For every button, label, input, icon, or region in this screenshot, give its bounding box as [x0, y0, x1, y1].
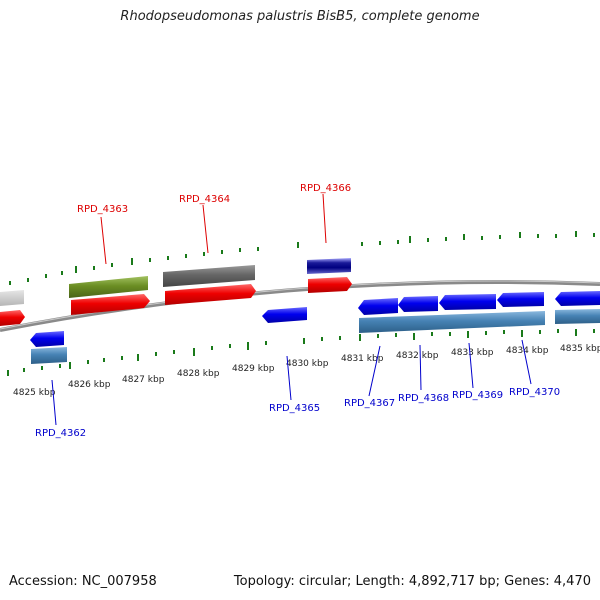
- gene-navy-rpd4366[interactable]: [307, 258, 351, 274]
- gene-light-grey[interactable]: [0, 290, 24, 306]
- cds-red-rpd4366[interactable]: [308, 277, 352, 293]
- gene-steel-rpd4362[interactable]: [31, 347, 67, 364]
- cds-blue-rpd4370[interactable]: [497, 292, 544, 307]
- inner-tick-ring: [7, 329, 595, 376]
- gene-label-rpd4365[interactable]: RPD_4365: [269, 403, 320, 414]
- kbp-label: 4827 kbp: [122, 375, 165, 385]
- genome-backbone-highlight: [0, 280, 600, 330]
- reverse-strand-features: [30, 291, 600, 364]
- kbp-scale-labels: 4825 kbp 4826 kbp 4827 kbp 4828 kbp 4829…: [13, 344, 600, 398]
- cds-blue-rpd4362[interactable]: [30, 331, 64, 347]
- gene-label-rpd4362[interactable]: RPD_4362: [35, 428, 86, 439]
- accession-info: Accession: NC_007958: [9, 574, 157, 589]
- cds-blue-right-edge[interactable]: [555, 291, 600, 306]
- kbp-label: 4831 kbp: [341, 354, 384, 364]
- genome-backbone: [0, 279, 600, 332]
- forward-strand-features: [0, 258, 352, 326]
- kbp-label: 4835 kbp: [560, 344, 600, 354]
- kbp-label: 4825 kbp: [13, 388, 56, 398]
- gene-labels: RPD_4363 RPD_4364 RPD_4366 RPD_4362 RPD_…: [35, 183, 560, 439]
- genome-stats: Topology: circular; Length: 4,892,717 bp…: [233, 574, 591, 589]
- gene-label-rpd4367[interactable]: RPD_4367: [344, 398, 395, 409]
- kbp-label: 4830 kbp: [286, 359, 329, 369]
- kbp-label: 4826 kbp: [68, 380, 111, 390]
- genome-title: Rhodopseudomonas palustris BisB5, comple…: [120, 9, 480, 24]
- outer-tick-ring: [9, 231, 595, 285]
- gene-label-rpd4369[interactable]: RPD_4369: [452, 390, 503, 401]
- gene-label-rpd4366[interactable]: RPD_4366: [300, 183, 351, 194]
- kbp-label: 4834 kbp: [506, 346, 549, 356]
- cds-red-rpd4363[interactable]: [71, 294, 150, 315]
- gene-label-rpd4370[interactable]: RPD_4370: [509, 387, 560, 398]
- cds-blue-rpd4365[interactable]: [262, 307, 307, 323]
- gene-steel-rpd4367-4370[interactable]: [359, 311, 545, 333]
- label-leader-lines: [51, 193, 532, 426]
- cds-blue-rpd4367[interactable]: [358, 298, 398, 315]
- cds-blue-rpd4369[interactable]: [439, 294, 496, 310]
- cds-red-rpd4364[interactable]: [165, 284, 256, 305]
- cds-blue-rpd4368[interactable]: [398, 296, 438, 312]
- kbp-label: 4828 kbp: [177, 369, 220, 379]
- kbp-label: 4829 kbp: [232, 364, 275, 374]
- gene-grey-rpd4364[interactable]: [163, 265, 255, 287]
- cds-red-leftmost[interactable]: [0, 310, 25, 326]
- gene-label-rpd4364[interactable]: RPD_4364: [179, 194, 230, 205]
- gene-label-rpd4363[interactable]: RPD_4363: [77, 204, 128, 215]
- gene-label-rpd4368[interactable]: RPD_4368: [398, 393, 449, 404]
- kbp-label: 4833 kbp: [451, 348, 494, 358]
- kbp-label: 4832 kbp: [396, 351, 439, 361]
- gene-olive-rpd4363[interactable]: [69, 276, 148, 298]
- gene-steel-right-edge[interactable]: [555, 309, 600, 324]
